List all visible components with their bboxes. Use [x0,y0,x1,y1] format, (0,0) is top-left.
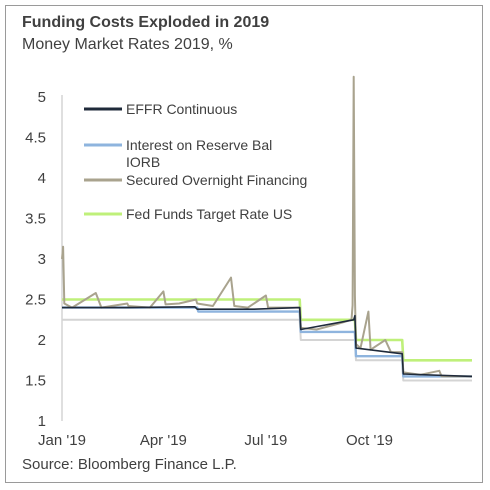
y-tick-label: 2 [38,332,46,349]
y-tick-label: 1.5 [25,373,46,390]
x-tick-label: Jan '19 [38,432,86,449]
y-tick-label: 3.5 [25,211,46,228]
y-tick-label: 5 [38,89,46,106]
legend-label: Fed Funds Target Rate US [126,206,292,222]
legend-label: Secured Overnight Financing [126,172,307,188]
y-tick-label: 2.5 [25,292,46,309]
x-tick-label: Jul '19 [244,432,287,449]
y-tick-label: 4.5 [25,130,46,147]
y-tick-label: 1 [38,413,46,430]
chart-card [5,5,483,483]
series-line-target-lower-bound [62,318,472,382]
series-line-secured-overnight-financing [61,75,472,378]
x-tick-label: Apr '19 [140,432,187,449]
y-tick-label: 4 [38,170,46,187]
series-line-interest-on-reserve-bal-iorb [62,306,472,378]
legend-label: EFFR Continuous [126,101,237,117]
chart-title: Funding Costs Exploded in 2019 [22,14,270,31]
legend-label: Interest on Reserve Bal IORB [126,137,272,170]
y-tick-label: 3 [38,251,46,268]
chart-subtitle: Money Market Rates 2019, % [22,36,233,53]
chart-source: Source: Bloomberg Finance L.P. [22,456,237,473]
x-tick-label: Oct '19 [346,432,393,449]
series-line-effr-continuous [62,305,473,378]
